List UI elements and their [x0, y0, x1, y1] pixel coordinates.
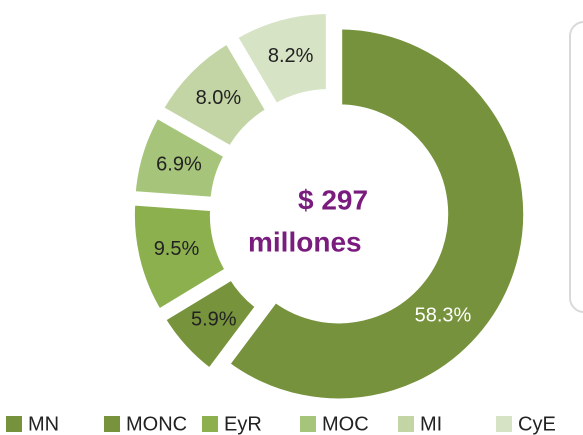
slice-label: 9.5% [154, 238, 200, 260]
slice-label: 5.9% [191, 308, 237, 330]
slice-label: 6.9% [156, 153, 202, 175]
legend-swatch [6, 416, 22, 432]
slice [155, 35, 275, 155]
slice [128, 109, 233, 205]
slice [127, 198, 234, 318]
legend-label: EyR [224, 413, 262, 435]
center-unit: millones [248, 226, 362, 257]
slice-label: 8.0% [196, 87, 242, 109]
legend: MN MONC EyR MOC MI CyE [6, 413, 556, 435]
legend-swatch [398, 416, 414, 432]
legend-swatch [202, 416, 218, 432]
slice [157, 271, 265, 377]
slice [221, 22, 531, 406]
side-panel [569, 21, 583, 313]
legend-swatch [104, 416, 120, 432]
center-amount: $ 297 [298, 184, 368, 215]
slice-label: 58.3% [415, 304, 472, 326]
legend-swatch [300, 416, 316, 432]
legend-label: MONC [126, 413, 187, 435]
legend-label: CyE [518, 413, 556, 435]
slice-label: 8.2% [268, 45, 314, 67]
donut: 58.3% 5.9% 9.5% 6.9% 8.0% 8.2% [127, 6, 531, 406]
legend-label: MI [420, 413, 442, 435]
legend-swatch [496, 416, 512, 432]
legend-label: MN [28, 413, 59, 435]
slice [229, 6, 333, 112]
legend-label: MOC [322, 413, 369, 435]
